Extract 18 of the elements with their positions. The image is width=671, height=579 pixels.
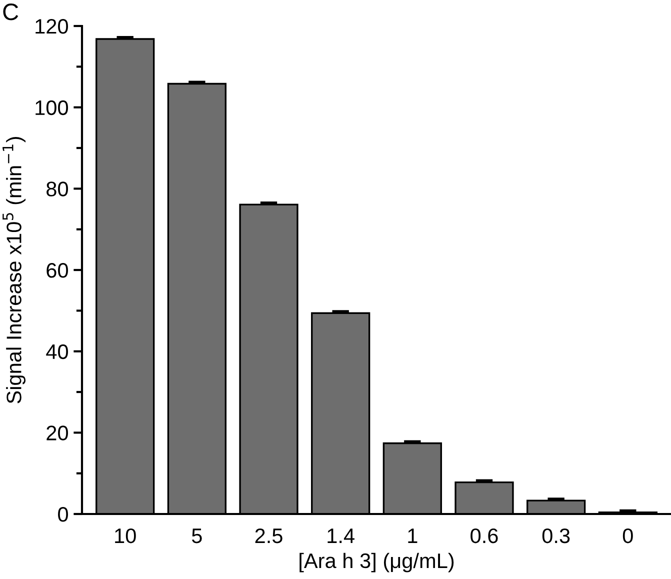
x-tick-label: 1 <box>408 528 418 543</box>
y-tick-label: 80 <box>46 182 68 196</box>
x-tick-label: 5 <box>192 528 202 544</box>
y-tick-label: 40 <box>46 344 68 360</box>
y-tick-label: 100 <box>36 100 68 116</box>
y-tick-label: 60 <box>46 263 68 278</box>
x-tick-label: 0 <box>622 528 633 544</box>
chart-title: C <box>3 4 18 20</box>
y-tick-label: 0 <box>58 507 68 522</box>
x-tick-label: 10 <box>115 528 136 544</box>
y-tick-label: 20 <box>46 426 68 440</box>
x-axis-title: [Ara h 3] (μg/mL) <box>300 552 454 572</box>
x-tick-label: 0.3 <box>542 528 570 544</box>
x-tick-label: 0.6 <box>470 528 498 544</box>
x-tick-label: 2.5 <box>255 528 282 544</box>
y-axis-title: Signal Increase x10$^{5}$ (min$^{−1}$) <box>2 137 26 404</box>
y-tick-label: 120 <box>36 19 68 34</box>
x-tick-label: 1.4 <box>328 528 354 543</box>
